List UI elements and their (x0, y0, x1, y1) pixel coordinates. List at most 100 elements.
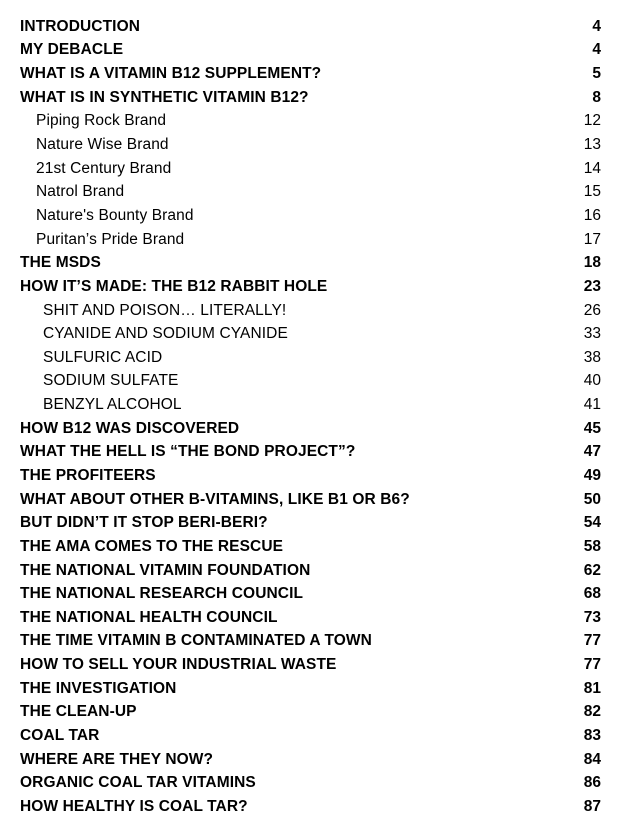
toc-row: SHIT AND POISON… LITERALLY! 26 (20, 299, 601, 323)
toc-entry-page: 33 (583, 325, 601, 343)
toc-entry-page: 77 (583, 632, 601, 650)
toc-row: Nature's Bounty Brand 16 (20, 204, 601, 228)
toc-entry-page: 40 (583, 372, 601, 390)
toc-row: ORGANIC COAL TAR VITAMINS 86 (20, 772, 601, 796)
toc-entry-label: WHERE ARE THEY NOW? (20, 750, 214, 768)
toc-entry-page: 73 (583, 608, 601, 626)
toc-row: HOW B12 WAS DISCOVERED 45 (20, 417, 601, 441)
toc-entry-label: HOW TO SELL YOUR INDUSTRIAL WASTE (20, 656, 337, 674)
toc-entry-page: 13 (583, 136, 601, 154)
toc-entry-page: 86 (583, 774, 601, 792)
toc-entry-page: 45 (583, 419, 601, 437)
toc-entry-page: 26 (583, 301, 601, 319)
toc-entry-label: 21st Century Brand (36, 159, 172, 177)
toc-entry-label: SULFURIC ACID (43, 348, 163, 366)
toc-entry-label: THE PROFITEERS (20, 466, 156, 484)
toc-entry-label: BUT DIDN’T IT STOP BERI-BERI? (20, 514, 268, 532)
toc-entry-label: HOW IT’S MADE: THE B12 RABBIT HOLE (20, 277, 328, 295)
toc-row: COAL TAR 83 (20, 724, 601, 748)
toc-row: WHAT ABOUT OTHER B-VITAMINS, LIKE B1 OR … (20, 488, 601, 512)
toc-entry-page: 54 (583, 514, 601, 532)
toc-row: Piping Rock Brand 12 (20, 110, 601, 134)
toc-entry-page: 14 (583, 159, 601, 177)
toc-row: THE TIME VITAMIN B CONTAMINATED A TOWN 7… (20, 630, 601, 654)
toc-entry-page: 4 (592, 17, 601, 35)
toc-row: CYANIDE AND SODIUM CYANIDE 33 (20, 322, 601, 346)
toc-row: THE NATIONAL RESEARCH COUNCIL 68 (20, 582, 601, 606)
toc-entry-label: MY DEBACLE (20, 41, 124, 59)
toc-entry-label: SHIT AND POISON… LITERALLY! (43, 301, 287, 319)
toc-row: BUT DIDN’T IT STOP BERI-BERI? 54 (20, 511, 601, 535)
toc-entry-label: ORGANIC COAL TAR VITAMINS (20, 774, 256, 792)
toc-entry-page: 82 (583, 703, 601, 721)
toc-entry-label: Puritan’s Pride Brand (36, 230, 185, 248)
toc-entry-page: 87 (583, 797, 601, 815)
toc-row: HOW HEALTHY IS COAL TAR? 87 (20, 795, 601, 819)
toc-entry-page: 68 (583, 585, 601, 603)
toc-row: THE INVESTIGATION 81 (20, 677, 601, 701)
toc-row: THE MSDS 18 (20, 251, 601, 275)
toc-entry-label: WHAT IS A VITAMIN B12 SUPPLEMENT? (20, 65, 322, 83)
toc-entry-page: 58 (583, 537, 601, 555)
toc-entry-page: 49 (583, 466, 601, 484)
toc-entry-page: 18 (583, 254, 601, 272)
toc-entry-page: 15 (583, 183, 601, 201)
toc-entry-label: SODIUM SULFATE (43, 372, 179, 390)
toc-row: BENZYL ALCOHOL 41 (20, 393, 601, 417)
toc-entry-label: BENZYL ALCOHOL (43, 396, 182, 414)
toc-row: THE NATIONAL VITAMIN FOUNDATION 62 (20, 559, 601, 583)
toc-entry-page: 47 (583, 443, 601, 461)
toc-entry-page: 12 (583, 112, 601, 130)
toc-entry-label: THE TIME VITAMIN B CONTAMINATED A TOWN (20, 632, 372, 650)
toc-entry-label: THE NATIONAL VITAMIN FOUNDATION (20, 561, 311, 579)
toc-entry-label: THE MSDS (20, 254, 101, 272)
toc-entry-page: 8 (592, 88, 601, 106)
toc-row: SULFURIC ACID 38 (20, 346, 601, 370)
toc-entry-label: HOW HEALTHY IS COAL TAR? (20, 797, 248, 815)
toc-entry-label: THE NATIONAL RESEARCH COUNCIL (20, 585, 304, 603)
toc-row: THE AMA COMES TO THE RESCUE 58 (20, 535, 601, 559)
toc-entry-page: 84 (583, 750, 601, 768)
toc-row: Nature Wise Brand 13 (20, 133, 601, 157)
toc-entry-page: 17 (583, 230, 601, 248)
toc-entry-label: WHAT ABOUT OTHER B-VITAMINS, LIKE B1 OR … (20, 490, 410, 508)
toc-row: THE PROFITEERS 49 (20, 464, 601, 488)
toc-row: SODIUM SULFATE 40 (20, 370, 601, 394)
toc-entry-page: 16 (583, 206, 601, 224)
toc-entry-label: WHAT THE HELL IS “THE BOND PROJECT”? (20, 443, 356, 461)
toc-entry-page: 23 (583, 277, 601, 295)
toc-entry-label: Nature's Bounty Brand (36, 206, 194, 224)
toc-entry-label: THE NATIONAL HEALTH COUNCIL (20, 608, 278, 626)
toc-entry-page: 41 (583, 396, 601, 414)
toc-row: MY DEBACLE 4 (20, 39, 601, 63)
toc-entry-page: 5 (592, 65, 601, 83)
toc-entry-label: WHAT IS IN SYNTHETIC VITAMIN B12? (20, 88, 309, 106)
toc-row: HOW IT’S MADE: THE B12 RABBIT HOLE 23 (20, 275, 601, 299)
toc-row: WHAT IS A VITAMIN B12 SUPPLEMENT? 5 (20, 62, 601, 86)
toc-row: Natrol Brand 15 (20, 180, 601, 204)
toc-row: 21st Century Brand 14 (20, 157, 601, 181)
toc-row: WHAT THE HELL IS “THE BOND PROJECT”? 47 (20, 441, 601, 465)
toc-row: HOW TO SELL YOUR INDUSTRIAL WASTE 77 (20, 653, 601, 677)
toc-entry-page: 50 (583, 490, 601, 508)
toc-row: THE CLEAN-UP 82 (20, 701, 601, 725)
toc-entry-label: INTRODUCTION (20, 17, 141, 35)
toc-entry-page: 83 (583, 727, 601, 745)
toc-entry-label: CYANIDE AND SODIUM CYANIDE (43, 325, 288, 343)
toc-entry-label: Nature Wise Brand (36, 136, 169, 154)
toc-entry-label: HOW B12 WAS DISCOVERED (20, 419, 240, 437)
toc-entry-page: 4 (592, 41, 601, 59)
toc-row: Puritan’s Pride Brand 17 (20, 228, 601, 252)
toc-entry-page: 77 (583, 656, 601, 674)
toc-entry-label: Piping Rock Brand (36, 112, 167, 130)
toc-entry-label: COAL TAR (20, 727, 100, 745)
toc-entry-label: THE CLEAN-UP (20, 703, 137, 721)
toc-row: WHAT IS IN SYNTHETIC VITAMIN B12? 8 (20, 86, 601, 110)
toc-entry-label: THE INVESTIGATION (20, 679, 177, 697)
toc-row: THE NATIONAL HEALTH COUNCIL 73 (20, 606, 601, 630)
toc-entry-page: 81 (583, 679, 601, 697)
toc-row: INTRODUCTION 4 (20, 15, 601, 39)
toc-entry-page: 62 (583, 561, 601, 579)
toc-entry-label: Natrol Brand (36, 183, 125, 201)
